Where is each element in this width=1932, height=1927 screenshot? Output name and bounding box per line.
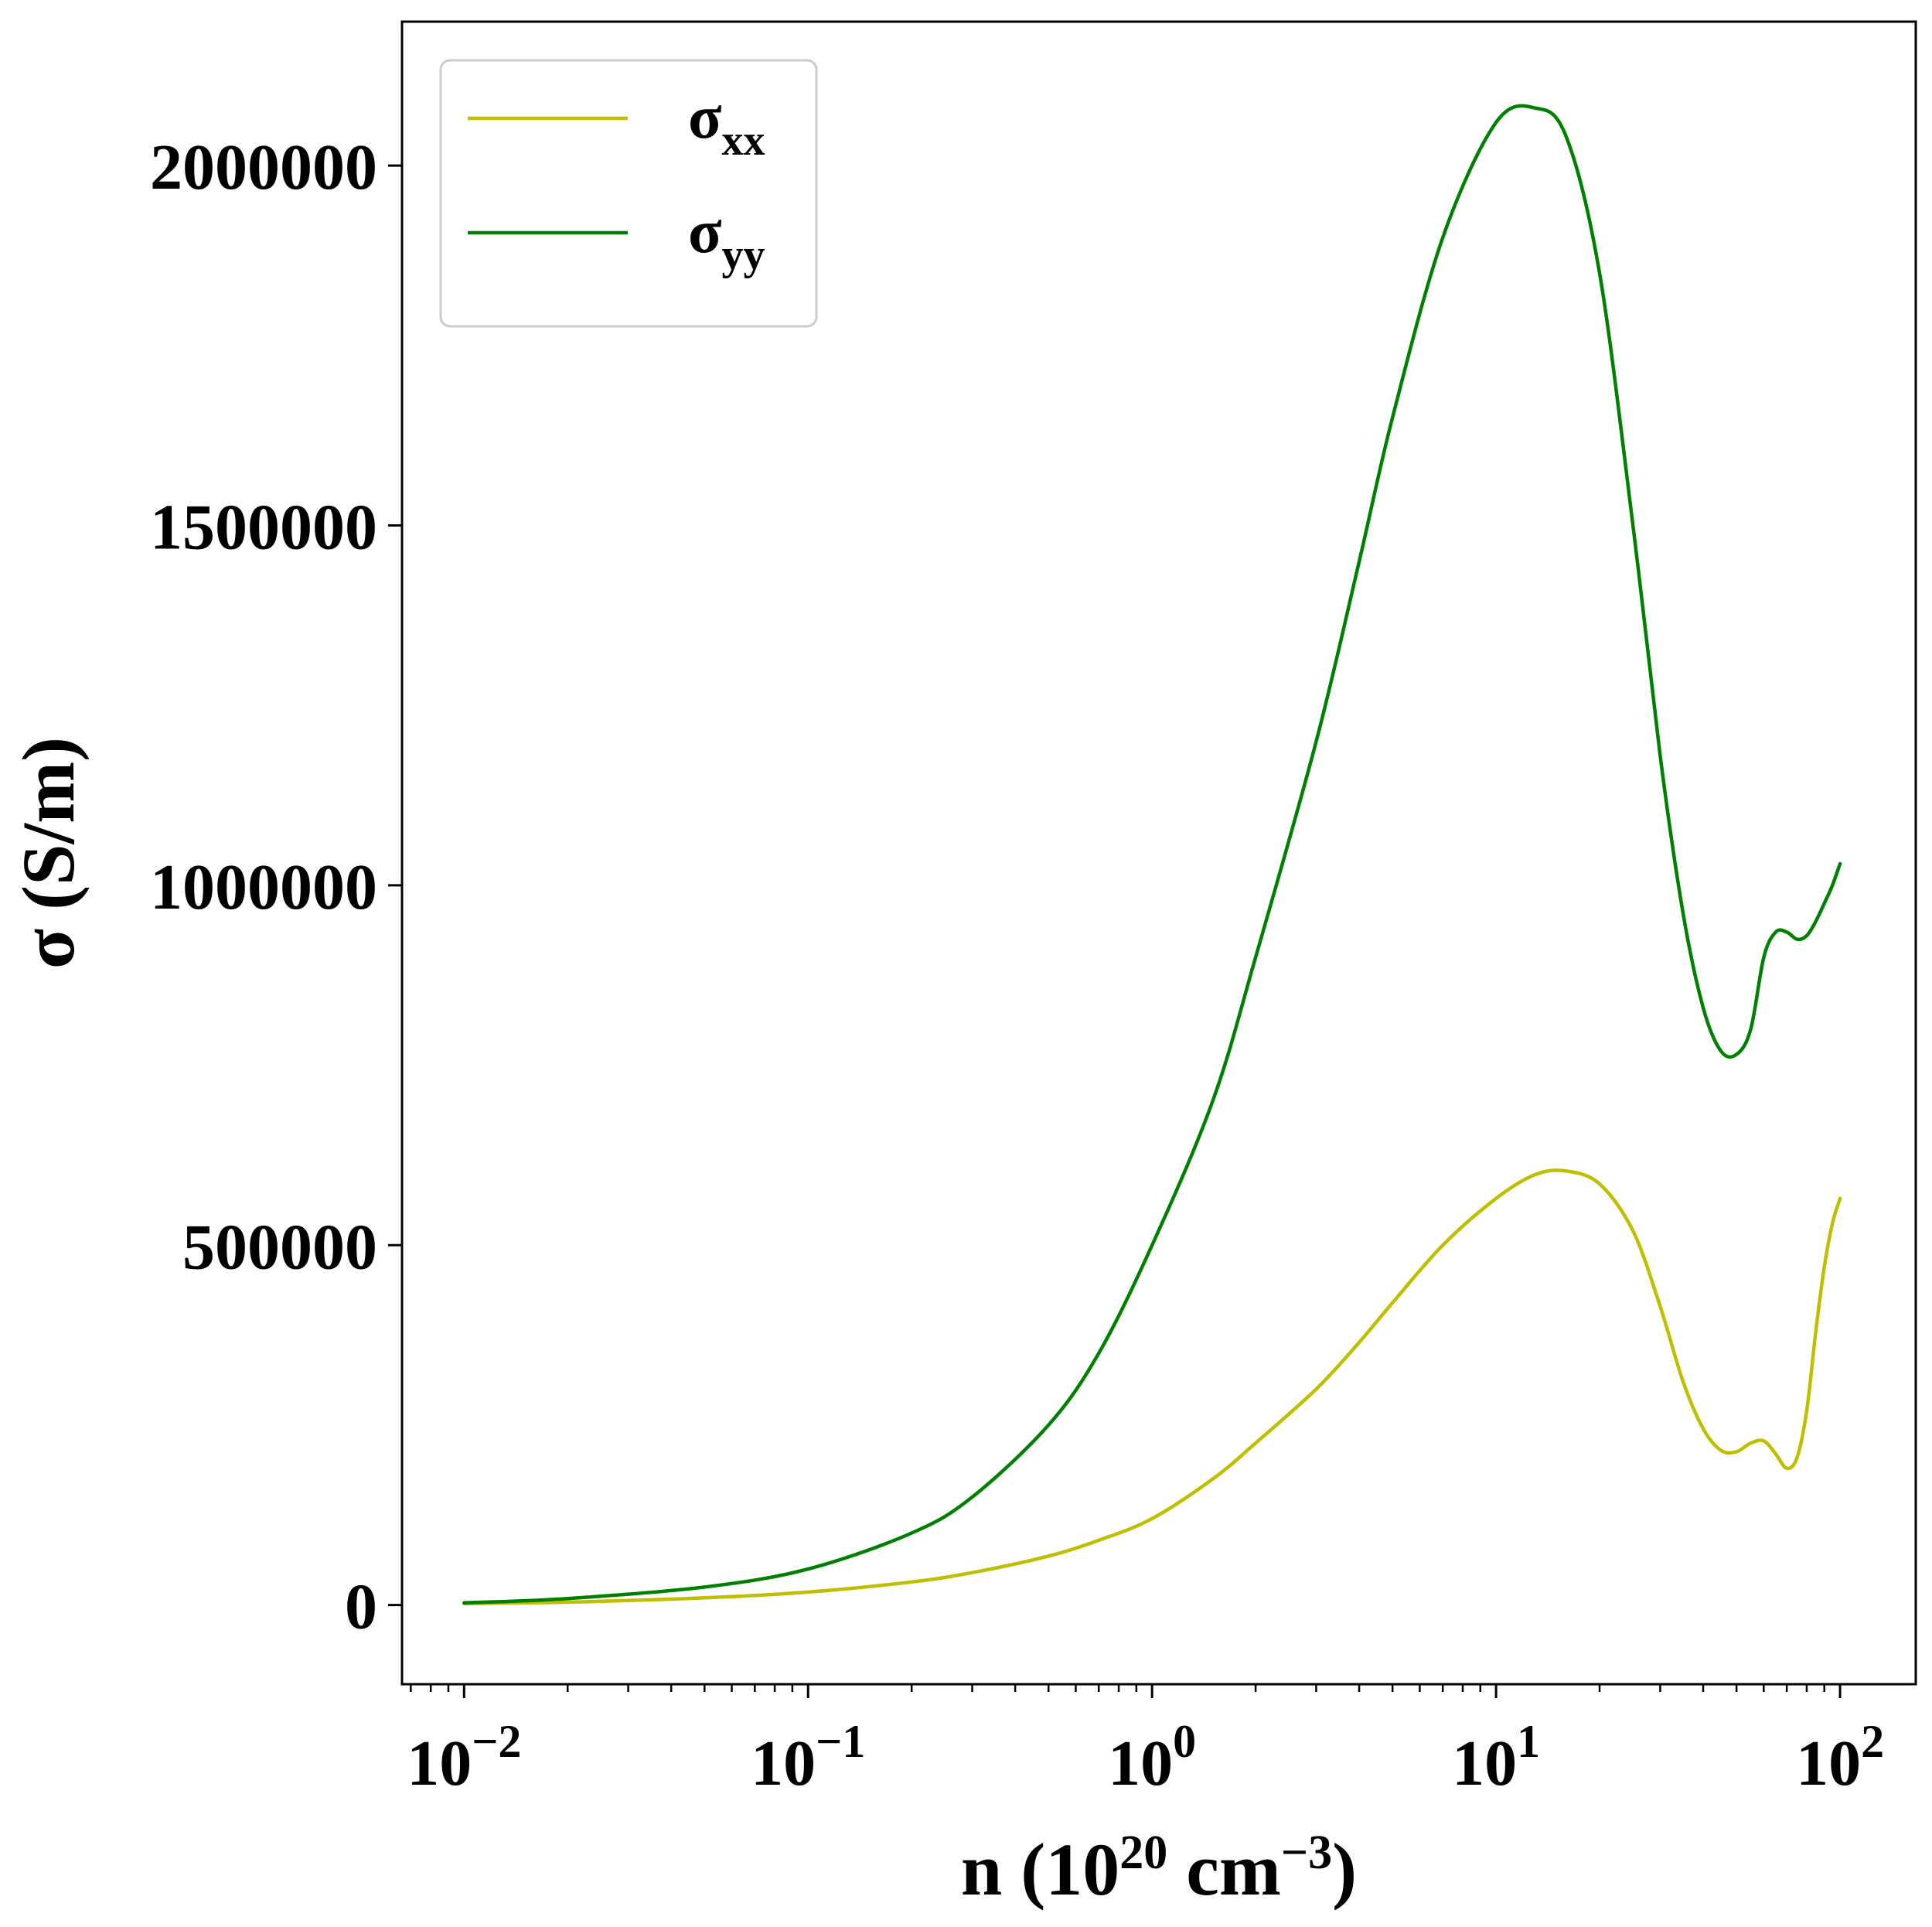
x-tick-label-exponent: 2: [1861, 1716, 1884, 1767]
x-tick-label: 101: [1452, 1716, 1540, 1799]
series-line-xx: [462, 1168, 1842, 1606]
x-axis-label: n (1020 cm−3): [961, 1826, 1357, 1911]
x-tick-label-base: 10: [751, 1727, 816, 1799]
legend-label-subscript: xx: [722, 117, 765, 165]
y-tick-label: 1500000: [150, 492, 377, 564]
x-major-ticks: 10−2 10−1 100 101 102: [407, 1684, 1884, 1799]
legend-label-yy: σyy: [688, 198, 765, 279]
x-axis-label-exp1: 20: [1119, 1826, 1167, 1879]
y-axis-label: σ (S/m): [7, 737, 90, 969]
x-tick-label: 102: [1796, 1716, 1884, 1799]
x-axis-label-end: ): [1332, 1828, 1357, 1911]
x-tick-label-exponent: 1: [1517, 1716, 1540, 1767]
x-tick-label: 10−2: [407, 1716, 521, 1799]
x-tick-label: 100: [1108, 1716, 1196, 1799]
y-tick-label: 500000: [182, 1211, 377, 1283]
y-major-ticks: 0 500000 1000000 1500000 2000000: [150, 131, 402, 1643]
x-tick-label-base: 10: [1452, 1727, 1517, 1799]
legend-label-symbol: σ: [688, 198, 722, 266]
x-tick-label-exponent: −2: [472, 1716, 521, 1767]
y-tick-label: 2000000: [150, 131, 377, 203]
legend-label-xx: σxx: [688, 84, 765, 165]
x-axis-label-mid: cm: [1167, 1828, 1281, 1911]
plot-area-frame: [400, 20, 1917, 1686]
x-tick-label-base: 10: [1108, 1727, 1173, 1799]
x-axis-label-exp2: −3: [1281, 1826, 1332, 1879]
x-tick-label-base: 10: [407, 1727, 472, 1799]
x-minor-ticks: [410, 1684, 1825, 1692]
y-tick-label: 1000000: [150, 851, 377, 923]
x-axis-label-base: n (10: [961, 1828, 1119, 1911]
x-tick-label-exponent: −1: [816, 1716, 865, 1767]
legend-label-symbol: σ: [688, 84, 722, 152]
legend-label-subscript: yy: [722, 231, 765, 279]
x-tick-label-exponent: 0: [1173, 1716, 1196, 1767]
x-tick-label: 10−1: [751, 1716, 865, 1799]
series-line-yy: [462, 104, 1842, 1605]
x-tick-label-base: 10: [1796, 1727, 1861, 1799]
y-tick-label: 0: [345, 1571, 377, 1643]
legend-box: [439, 59, 818, 328]
series-lines: [462, 104, 1842, 1606]
